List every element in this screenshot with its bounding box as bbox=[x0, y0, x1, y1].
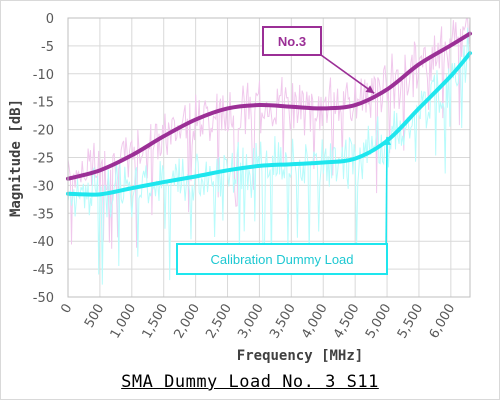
x-tick-label: 500 bbox=[82, 302, 107, 331]
callout-leader bbox=[385, 136, 388, 260]
annotation-label: No.3 bbox=[278, 34, 306, 49]
y-tick-label: -25 bbox=[33, 152, 54, 167]
x-tick-label: 6,000 bbox=[427, 302, 459, 342]
y-tick-label: -40 bbox=[33, 235, 54, 250]
annotations: No.3 Calibration Dummy Load bbox=[176, 26, 391, 275]
smoothed-traces bbox=[66, 31, 472, 197]
annotation-box bbox=[262, 26, 322, 56]
x-tick-label: 2,000 bbox=[171, 302, 203, 342]
y-axis-title: Magnitude [dB] bbox=[8, 99, 24, 217]
axes: 0 -5 -10 -15 -20 -25 -30 -35 -40 -45 -50 0 500 1,000 1… bbox=[33, 12, 471, 342]
y-tick-label: -30 bbox=[33, 179, 54, 194]
x-tick-label: 5,000 bbox=[363, 302, 395, 342]
y-tick-label: -50 bbox=[33, 291, 54, 306]
x-tick-label: 1,500 bbox=[140, 302, 172, 342]
x-tick-label: 3,500 bbox=[267, 302, 299, 342]
y-tick-label: -10 bbox=[33, 68, 54, 83]
x-tick-label: 2,500 bbox=[203, 302, 235, 342]
callout-arrowhead bbox=[365, 85, 375, 94]
x-tick-label: 4,000 bbox=[299, 302, 331, 342]
y-tick-label: -5 bbox=[41, 40, 54, 55]
raw-traces bbox=[67, 17, 471, 285]
annotation-callout: Calibration Dummy Load bbox=[176, 136, 391, 275]
x-tick-label: 1,000 bbox=[108, 302, 140, 342]
annotation-label: Calibration Dummy Load bbox=[210, 252, 353, 267]
y-tick-label: -35 bbox=[33, 207, 54, 222]
y-tick-label: -15 bbox=[33, 96, 54, 111]
callout-arrowhead bbox=[382, 136, 391, 145]
x-axis-title: Frequency [MHz] bbox=[237, 348, 363, 364]
callout-leader bbox=[320, 54, 375, 94]
y-tick-label: -20 bbox=[33, 124, 54, 139]
line-chart: 0 -5 -10 -15 -20 -25 -30 -35 -40 -45 -50 0 500 1,000 1… bbox=[8, 12, 472, 364]
x-tick-label: 3,000 bbox=[235, 302, 267, 342]
plot-area bbox=[67, 17, 471, 298]
y-tick-label: 0 bbox=[46, 12, 54, 27]
x-tick-label: 0 bbox=[58, 302, 75, 317]
chart-title: SMA Dummy Load No. 3 S11 bbox=[121, 372, 379, 392]
annotation-callout: No.3 bbox=[262, 26, 375, 94]
annotation-box bbox=[176, 243, 388, 275]
series-line bbox=[66, 31, 472, 181]
raw-trace bbox=[67, 17, 471, 249]
x-tick-label: 4,500 bbox=[331, 302, 363, 342]
x-tick-label: 5,500 bbox=[395, 302, 427, 342]
series-line bbox=[66, 51, 472, 197]
y-tick-label: -45 bbox=[33, 263, 54, 278]
raw-trace bbox=[67, 27, 471, 285]
